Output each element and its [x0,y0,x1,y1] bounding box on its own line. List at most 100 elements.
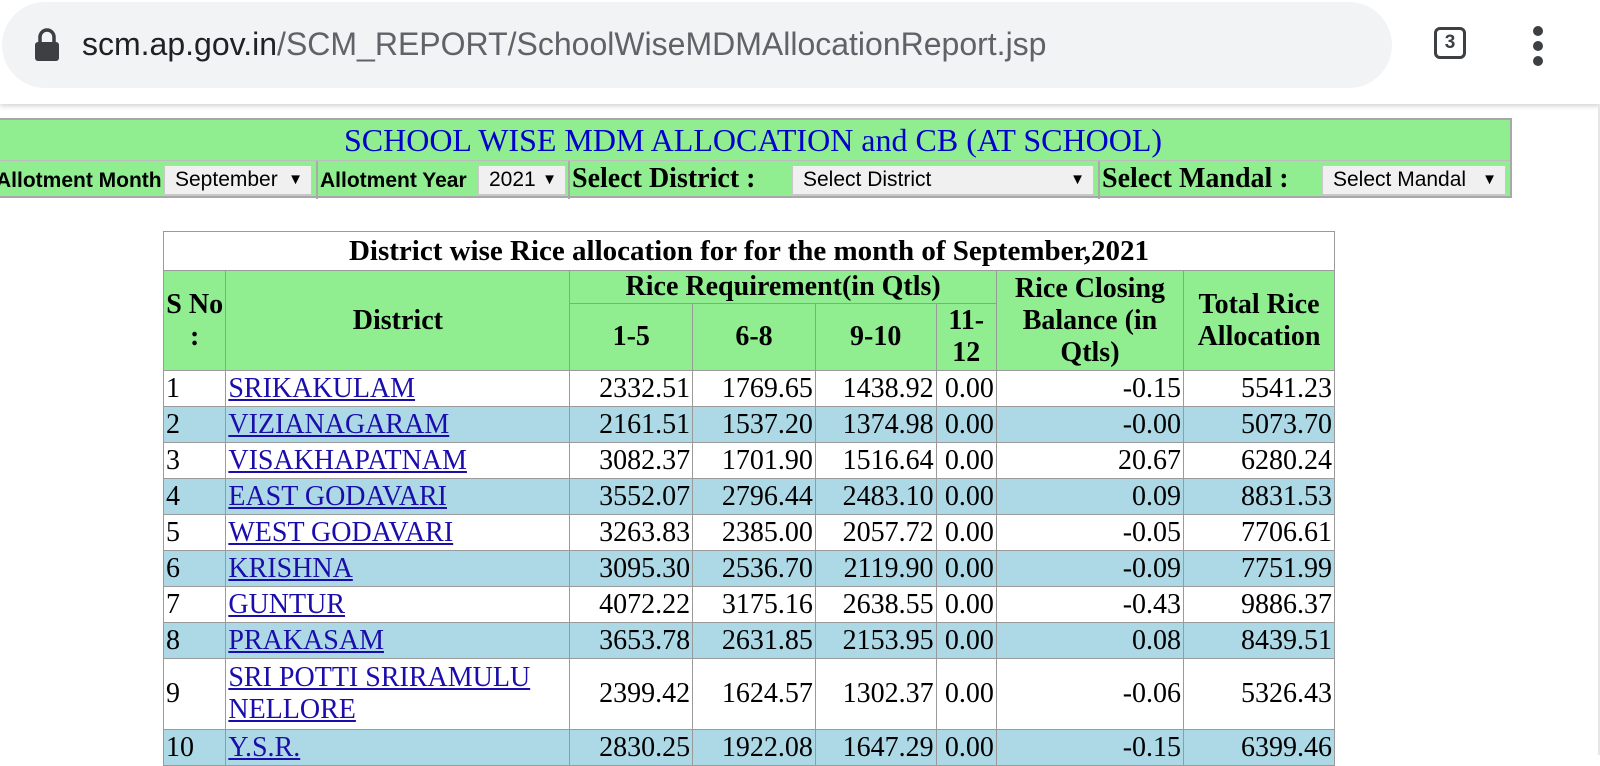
closing-balance-cell: 20.67 [995,442,1185,479]
sno-cell: 2 [162,406,227,443]
class-11-12-cell: 0.00 [935,729,997,766]
total-allocation-cell: 7751.99 [1183,550,1335,587]
url-host: scm.ap.gov.in [82,26,278,62]
district-cell: EAST GODAVARI [225,478,571,515]
year-label: Allotment Year [320,169,467,192]
table-row: 4 EAST GODAVARI 3552.07 2796.44 2483.10 0.00 0… [162,478,1335,515]
sno-cell: 1 [162,370,227,407]
table-row: 2 VIZIANAGARAM 2161.51 1537.20 1374.98 0.00 -0… [162,406,1335,443]
header-class-9-10: 9-10 [814,303,937,371]
closing-balance-cell: -0.00 [995,406,1185,443]
district-cell: SRIKAKULAM [225,370,571,407]
year-value: 2021 [489,168,536,191]
class-11-12-cell: 0.00 [935,550,997,587]
month-value: September [175,168,278,191]
table-row: 6 KRISHNA 3095.30 2536.70 2119.90 0.00 -0.09 77… [162,550,1335,587]
district-label: Select District : [572,163,756,194]
sno-cell: 4 [162,478,227,515]
class-6-8-cell: 1537.20 [692,406,816,443]
header-district: District [225,270,571,371]
total-allocation-cell: 5541.23 [1183,370,1335,407]
table-row: 7 GUNTUR 4072.22 3175.16 2638.55 0.00 -0.43 988… [162,586,1335,623]
district-link[interactable]: EAST GODAVARI [228,480,447,512]
page-title: SCHOOL WISE MDM ALLOCATION and CB (AT SC… [343,122,1163,158]
district-cell: Y.S.R. [225,729,571,766]
sno-cell: 7 [162,586,227,623]
address-bar[interactable]: scm.ap.gov.in/SCM_REPORT/SchoolWiseMDMAl… [2,2,1392,88]
class-1-5-cell: 2830.25 [569,729,694,766]
class-9-10-cell: 2483.10 [814,478,937,515]
browser-toolbar: scm.ap.gov.in/SCM_REPORT/SchoolWiseMDMAl… [0,0,1600,104]
table-caption: District wise Rice allocation for for th… [163,231,1335,271]
class-9-10-cell: 1647.29 [814,729,937,766]
class-11-12-cell: 0.00 [935,658,997,730]
district-cell: VIZIANAGARAM [225,406,571,443]
class-1-5-cell: 2399.42 [569,658,694,730]
sno-cell: 5 [162,514,227,551]
chevron-down-icon: ▼ [288,171,303,188]
allocation-table: District wise Rice allocation for for th… [162,231,1335,766]
class-1-5-cell: 2332.51 [569,370,694,407]
class-9-10-cell: 1438.92 [814,370,937,407]
sno-cell: 3 [162,442,227,479]
closing-balance-cell: 0.09 [995,478,1185,515]
class-1-5-cell: 3263.83 [569,514,694,551]
district-link[interactable]: GUNTUR [228,588,346,620]
class-1-5-cell: 3082.37 [569,442,694,479]
class-1-5-cell: 3552.07 [569,478,694,515]
class-9-10-cell: 2057.72 [814,514,937,551]
district-link[interactable]: WEST GODAVARI [228,516,454,548]
month-select[interactable]: September ▼ [164,165,312,195]
district-select[interactable]: Select District ▼ [792,165,1094,195]
mandal-label: Select Mandal : [1102,163,1289,194]
total-allocation-cell: 8439.51 [1183,622,1335,659]
report-header: SCHOOL WISE MDM ALLOCATION and CB (AT SC… [0,118,1512,199]
class-6-8-cell: 2631.85 [692,622,816,659]
sno-cell: 10 [162,729,227,766]
district-link[interactable]: Y.S.R. [228,731,301,763]
district-link[interactable]: VISAKHAPATNAM [228,444,467,476]
class-11-12-cell: 0.00 [935,514,997,551]
class-6-8-cell: 2796.44 [692,478,816,515]
district-link[interactable]: VIZIANAGARAM [228,408,450,440]
closing-balance-cell: 0.08 [995,622,1185,659]
total-allocation-cell: 5073.70 [1183,406,1335,443]
district-link[interactable]: PRAKASAM [228,624,384,656]
class-6-8-cell: 2385.00 [692,514,816,551]
district-link[interactable]: SRIKAKULAM [228,372,416,404]
class-1-5-cell: 4072.22 [569,586,694,623]
district-link[interactable]: KRISHNA [228,552,353,584]
class-9-10-cell: 1516.64 [814,442,937,479]
table-row: 3 VISAKHAPATNAM 3082.37 1701.90 1516.64 0.00 2… [162,442,1335,479]
district-cell: SRI POTTI SRIRAMULU NELLORE [225,658,571,730]
tab-count: 3 [1444,32,1456,53]
table-row: 9 SRI POTTI SRIRAMULU NELLORE 2399.42 1624.… [162,658,1335,730]
mandal-value: Select Mandal [1333,168,1467,191]
lock-icon[interactable] [34,28,60,62]
header-total-allocation: Total Rice Allocation [1183,270,1335,371]
header-class-11-12: 11- 12 [935,303,997,371]
class-9-10-cell: 1374.98 [814,406,937,443]
year-select[interactable]: 2021 ▼ [478,165,566,195]
tab-switcher-icon[interactable]: 3 [1434,27,1466,59]
class-11-12-cell: 0.00 [935,478,997,515]
total-allocation-cell: 9886.37 [1183,586,1335,623]
district-value: Select District [803,168,932,191]
class-1-5-cell: 3095.30 [569,550,694,587]
year-filter-cell: Allotment Year 2021 ▼ [318,161,570,199]
table-row: 10 Y.S.R. 2830.25 1922.08 1647.29 0.00 -0.15 63… [162,729,1335,766]
month-label: Allotment Month [0,169,162,192]
more-menu-icon[interactable] [1526,26,1550,66]
table-row: 1 SRIKAKULAM 2332.51 1769.65 1438.92 0.00 -0.1… [162,370,1335,407]
district-link[interactable]: SRI POTTI SRIRAMULU NELLORE [228,662,531,725]
mandal-select[interactable]: Select Mandal ▼ [1322,165,1506,195]
class-11-12-cell: 0.00 [935,370,997,407]
total-allocation-cell: 6399.46 [1183,729,1335,766]
class-9-10-cell: 1302.37 [814,658,937,730]
mandal-filter-cell: Select Mandal : Select Mandal ▼ [1100,161,1510,199]
district-cell: PRAKASAM [225,622,571,659]
sno-cell: 9 [162,658,227,730]
url-text[interactable]: scm.ap.gov.in/SCM_REPORT/SchoolWiseMDMAl… [82,24,1046,64]
header-class-1-5: 1-5 [569,303,694,371]
header-class-6-8: 6-8 [692,303,816,371]
